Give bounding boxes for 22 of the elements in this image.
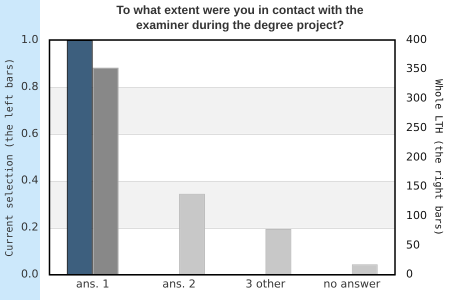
y2-tick-label: 150 [406, 180, 428, 193]
y2-tick-label: 350 [406, 62, 428, 76]
y-axis-title: Current selection (the left bars) [4, 58, 16, 257]
y2-tick-label: 250 [406, 120, 428, 134]
y2-axis-title: Whole LTH (the right bars) [432, 79, 444, 236]
y-tick-label: 0.6 [20, 126, 38, 140]
y2-tick-label: 300 [406, 92, 428, 105]
x-tick-label: 3 other [246, 277, 286, 290]
y-tick-label: 1.0 [20, 32, 38, 46]
y2-tick-label: 0 [406, 268, 414, 281]
x-tick-label: ans. 2 [162, 277, 196, 290]
chart-title: To what extent were you in contact with the examiner during the degree project? [115, 3, 365, 33]
x-tick-label: ans. 1 [76, 277, 110, 290]
y-tick-label: 0.8 [20, 80, 38, 93]
y-tick-label: 0.2 [20, 220, 38, 234]
y2-tick-label: 100 [406, 208, 428, 222]
y2-tick-label: 200 [406, 150, 428, 164]
y2-tick-label: 50 [406, 238, 420, 252]
x-tick-label: no answer [323, 277, 381, 290]
y-tick-label: 0.0 [20, 268, 38, 281]
y-tick-label: 0.4 [20, 174, 38, 187]
y2-tick-label: 400 [406, 32, 428, 46]
